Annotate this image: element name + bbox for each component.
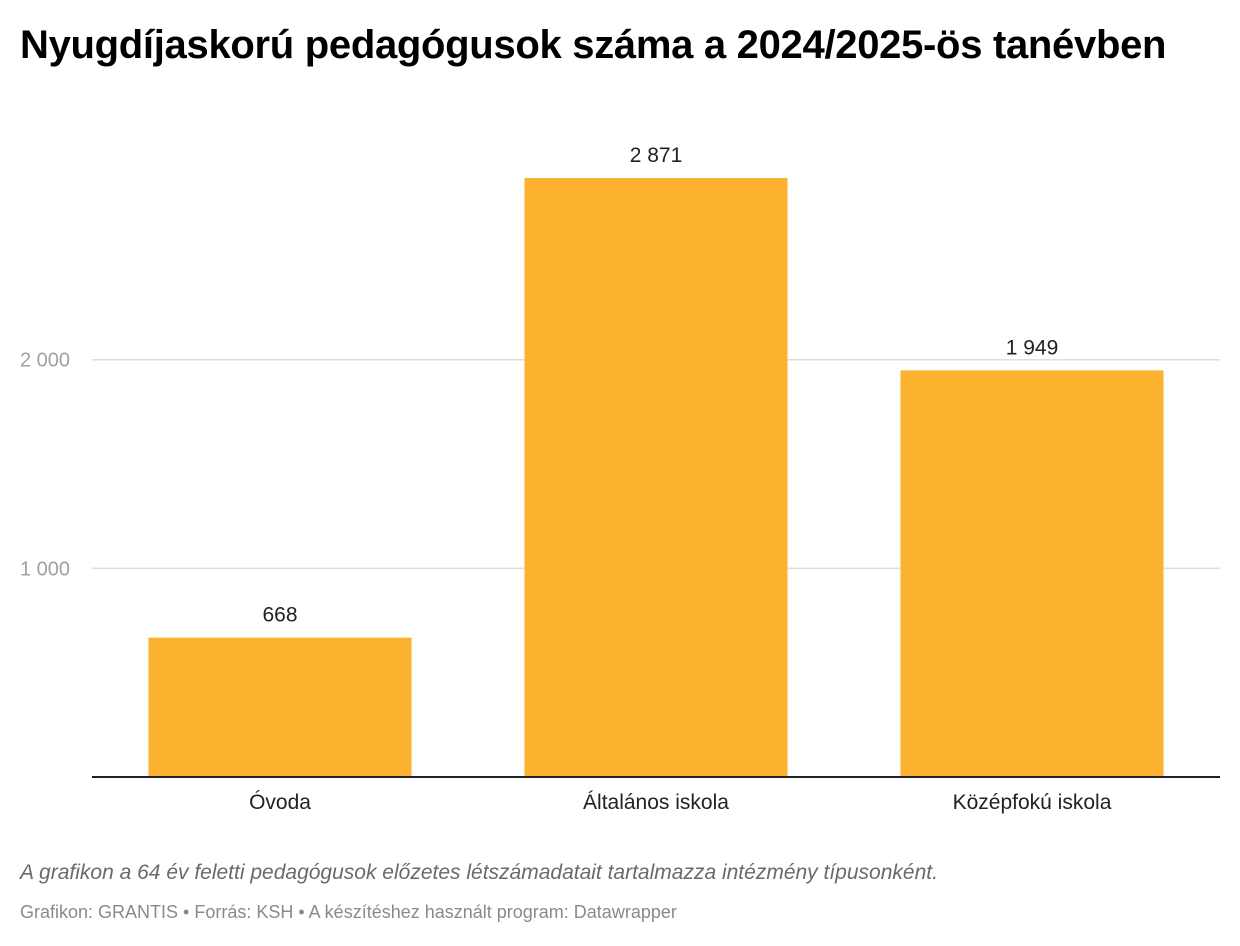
chart-title: Nyugdíjaskorú pedagógusok száma a 2024/2…	[20, 23, 1167, 67]
x-category-label: Általános iskola	[583, 791, 729, 814]
bar	[524, 178, 788, 777]
bar	[148, 637, 412, 777]
bar-value-label: 2 871	[630, 144, 683, 167]
chart-source: Grafikon: GRANTIS • Forrás: KSH • A kész…	[20, 902, 677, 922]
x-category-label: Középfokú iskola	[953, 791, 1112, 814]
bar-chart: 1 000 2 000 668 Óvoda 2 871 Általános iskola 1…	[20, 144, 1220, 814]
chart-notes: A grafikon a 64 év feletti pedagógusok e…	[20, 861, 938, 884]
bar-value-label: 668	[262, 604, 297, 627]
bar	[900, 370, 1164, 777]
y-tick-label: 1 000	[20, 558, 70, 580]
labels: 1 000 2 000 668 Óvoda 2 871 Általános iskola 1…	[20, 144, 1112, 814]
bars	[148, 178, 1164, 777]
x-category-label: Óvoda	[249, 791, 311, 814]
y-tick-label: 2 000	[20, 350, 70, 372]
bar-value-label: 1 949	[1006, 336, 1059, 359]
